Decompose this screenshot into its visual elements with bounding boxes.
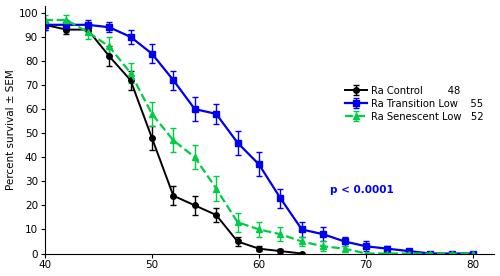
Text: p < 0.0001: p < 0.0001	[330, 185, 394, 195]
Legend: Ra Control        48, Ra Transition Low    55, Ra Senescent Low   52: Ra Control 48, Ra Transition Low 55, Ra …	[344, 85, 485, 123]
Y-axis label: Percent survival ± SEM: Percent survival ± SEM	[6, 69, 16, 190]
